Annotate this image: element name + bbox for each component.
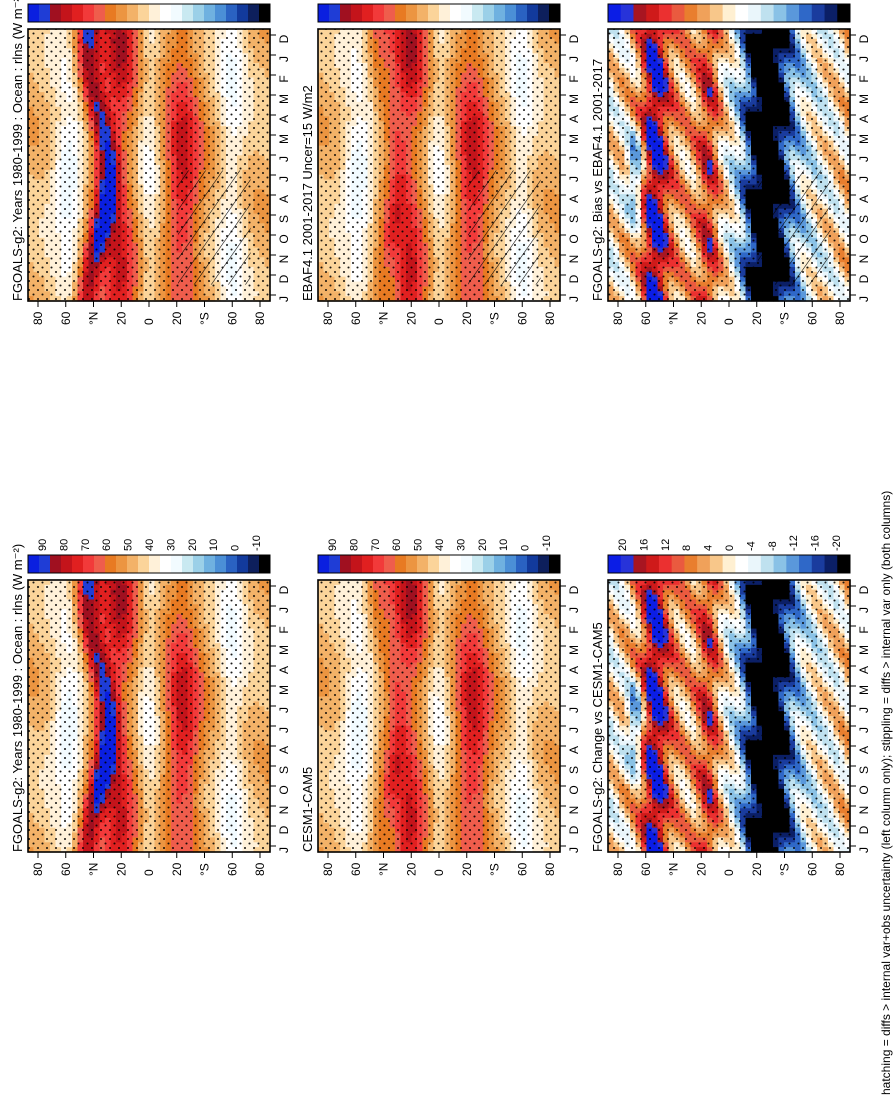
colorbar-segment	[215, 4, 227, 22]
lat-tick-label: 20	[114, 311, 128, 325]
lat-tick-label: 20	[170, 311, 184, 325]
colorbar-segment	[61, 4, 73, 22]
colorbar-segment	[237, 4, 249, 22]
month-tick-label: M	[277, 134, 291, 144]
colorbar-segment	[204, 4, 216, 22]
colorbar-segment	[149, 4, 161, 22]
colorbar-segment	[259, 4, 271, 22]
month-tick-label: D	[277, 34, 291, 43]
colorbar-segment	[226, 4, 238, 22]
colorbar-segment	[160, 4, 172, 22]
month-tick-label: J	[277, 156, 291, 162]
month-tick-label: J	[277, 56, 291, 62]
hatching-overlay	[178, 170, 251, 285]
panel-grid: 80 60 °N 20 0 20 °S 60 80 D J F M A M J J A S O N D J FGOALS-g2…	[10, 0, 871, 876]
month-tick-label: M	[277, 94, 291, 104]
lat-tick-label: 80	[31, 311, 45, 325]
colorbar-segment	[105, 4, 117, 22]
lat-tick-label: 60	[225, 311, 239, 325]
colorbar-segment	[182, 4, 194, 22]
lat-tick-label: 80	[253, 311, 267, 325]
lat-tick-label: °N	[87, 312, 101, 325]
colorbar-segment	[28, 4, 40, 22]
colorbar-segment	[127, 4, 139, 22]
lat-tick-label: 60	[59, 311, 73, 325]
lat-tick-label: °S	[198, 312, 212, 325]
colorbar-segment	[50, 4, 62, 22]
month-tick-label: A	[277, 195, 291, 203]
month-tick-label: O	[277, 234, 291, 243]
panel-title: FGOALS-g2: Years 1980-1999 : Ocean : rln…	[10, 0, 25, 301]
colorbar-segment	[138, 4, 150, 22]
month-tick-label: F	[277, 75, 291, 82]
colorbar-segment	[72, 4, 84, 22]
colorbar-segment	[193, 4, 205, 22]
month-tick-label: N	[277, 255, 291, 264]
month-tick-label: J	[277, 296, 291, 302]
month-tick-label: D	[277, 274, 291, 283]
colorbar-segment	[171, 4, 183, 22]
colorbar-frame	[27, 3, 271, 23]
colorbar-segment	[116, 4, 128, 22]
colorbar-segment	[94, 4, 106, 22]
colorbar-segment	[83, 4, 95, 22]
month-tick-label: J	[277, 176, 291, 182]
month-tick-label: S	[277, 215, 291, 223]
lat-tick-label: 0	[142, 318, 156, 325]
colorbar-segment	[39, 4, 51, 22]
month-tick-label: A	[277, 115, 291, 123]
panel-p11: 80 60 °N 20 0 20 °S 60 80 D J F M A M J J A S O N D J FGOALS-g2…	[10, 0, 291, 325]
colorbar-segment	[248, 4, 260, 22]
